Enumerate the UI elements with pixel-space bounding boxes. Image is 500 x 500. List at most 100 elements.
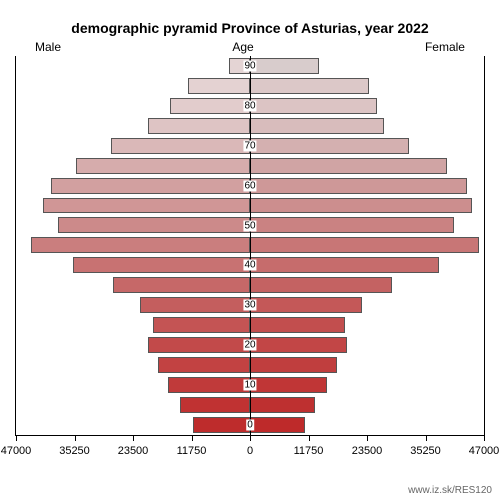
bar-female <box>250 277 392 293</box>
age-tick-label: 30 <box>243 300 256 311</box>
bar-row-female <box>250 76 484 96</box>
bar-male <box>188 78 250 94</box>
bar-row-male <box>16 76 250 96</box>
center-axis <box>250 56 251 435</box>
age-tick-label: 40 <box>243 260 256 271</box>
bar-row-female <box>250 176 484 196</box>
x-tick <box>309 435 310 441</box>
bar-male <box>140 297 250 313</box>
bar-row-male <box>16 136 250 156</box>
bar-row-male <box>16 156 250 176</box>
age-tick-label: 0 <box>246 420 254 431</box>
bar-female <box>250 337 347 353</box>
age-tick-label: 10 <box>243 380 256 391</box>
x-tick-label: 23500 <box>118 445 149 457</box>
bar-row-female <box>250 235 484 255</box>
x-tick <box>250 435 251 441</box>
x-tick <box>426 435 427 441</box>
male-side: 470003525023500117500 <box>16 56 250 435</box>
bar-male <box>113 277 250 293</box>
bar-female <box>250 178 467 194</box>
bar-row-female <box>250 415 484 435</box>
age-tick-label: 90 <box>243 60 256 71</box>
bar-row-female <box>250 216 484 236</box>
bar-male <box>111 138 250 154</box>
age-label: Age <box>232 40 253 54</box>
bar-female <box>250 158 447 174</box>
bar-row-male <box>16 176 250 196</box>
age-tick-label: 80 <box>243 100 256 111</box>
female-label: Female <box>425 40 465 54</box>
x-tick-label: 23500 <box>352 445 383 457</box>
bar-male <box>148 337 250 353</box>
chart-area: 470003525023500117500 117502350035250470… <box>15 56 485 436</box>
bar-row-male <box>16 375 250 395</box>
bar-female <box>250 138 409 154</box>
bar-male <box>76 158 250 174</box>
bar-male <box>31 237 250 253</box>
bar-male <box>148 118 250 134</box>
bar-female <box>250 357 337 373</box>
bar-row-female <box>250 255 484 275</box>
bar-row-female <box>250 275 484 295</box>
chart-title: demographic pyramid Province of Asturias… <box>15 20 485 36</box>
bar-row-male <box>16 56 250 76</box>
bar-female <box>250 237 479 253</box>
x-tick-label: 35250 <box>410 445 441 457</box>
x-tick <box>192 435 193 441</box>
bar-female <box>250 98 377 114</box>
bar-row-male <box>16 255 250 275</box>
age-tick-label: 60 <box>243 180 256 191</box>
bar-row-female <box>250 335 484 355</box>
bar-male <box>193 417 250 433</box>
age-tick-label: 70 <box>243 140 256 151</box>
age-tick-label: 20 <box>243 340 256 351</box>
header-labels: Male Age Female <box>15 40 485 54</box>
x-tick-label: 35250 <box>59 445 90 457</box>
x-tick <box>484 435 485 441</box>
x-tick-label: 11750 <box>294 445 324 457</box>
female-side: 11750235003525047000 <box>250 56 484 435</box>
source-label: www.iz.sk/RES120 <box>408 485 492 496</box>
x-tick-label: 47000 <box>1 445 32 457</box>
x-tick <box>133 435 134 441</box>
bar-male <box>43 198 250 214</box>
bar-male <box>170 98 250 114</box>
bar-row-male <box>16 96 250 116</box>
x-tick <box>16 435 17 441</box>
bar-row-male <box>16 415 250 435</box>
bar-row-female <box>250 136 484 156</box>
x-tick <box>75 435 76 441</box>
bar-row-male <box>16 196 250 216</box>
bar-row-male <box>16 216 250 236</box>
bar-female <box>250 377 327 393</box>
bar-row-female <box>250 395 484 415</box>
bar-male <box>51 178 250 194</box>
bar-row-male <box>16 355 250 375</box>
bar-row-male <box>16 235 250 255</box>
bar-male <box>158 357 250 373</box>
bar-male <box>73 257 250 273</box>
bar-female <box>250 397 315 413</box>
bar-row-male <box>16 275 250 295</box>
bar-row-female <box>250 96 484 116</box>
bar-row-male <box>16 295 250 315</box>
x-tick-label: 47000 <box>469 445 500 457</box>
bar-female <box>250 297 362 313</box>
x-tick <box>367 435 368 441</box>
bar-female <box>250 78 369 94</box>
bar-row-female <box>250 295 484 315</box>
x-tick-label: 0 <box>247 445 253 457</box>
bar-row-female <box>250 315 484 335</box>
bar-female <box>250 198 472 214</box>
age-tick-label: 50 <box>243 220 256 231</box>
bar-female <box>250 58 319 74</box>
bar-male <box>180 397 250 413</box>
bar-female <box>250 257 439 273</box>
bar-row-female <box>250 156 484 176</box>
bar-male <box>58 217 250 233</box>
male-label: Male <box>35 40 61 54</box>
bar-female <box>250 217 454 233</box>
bar-row-female <box>250 116 484 136</box>
bar-male <box>168 377 250 393</box>
